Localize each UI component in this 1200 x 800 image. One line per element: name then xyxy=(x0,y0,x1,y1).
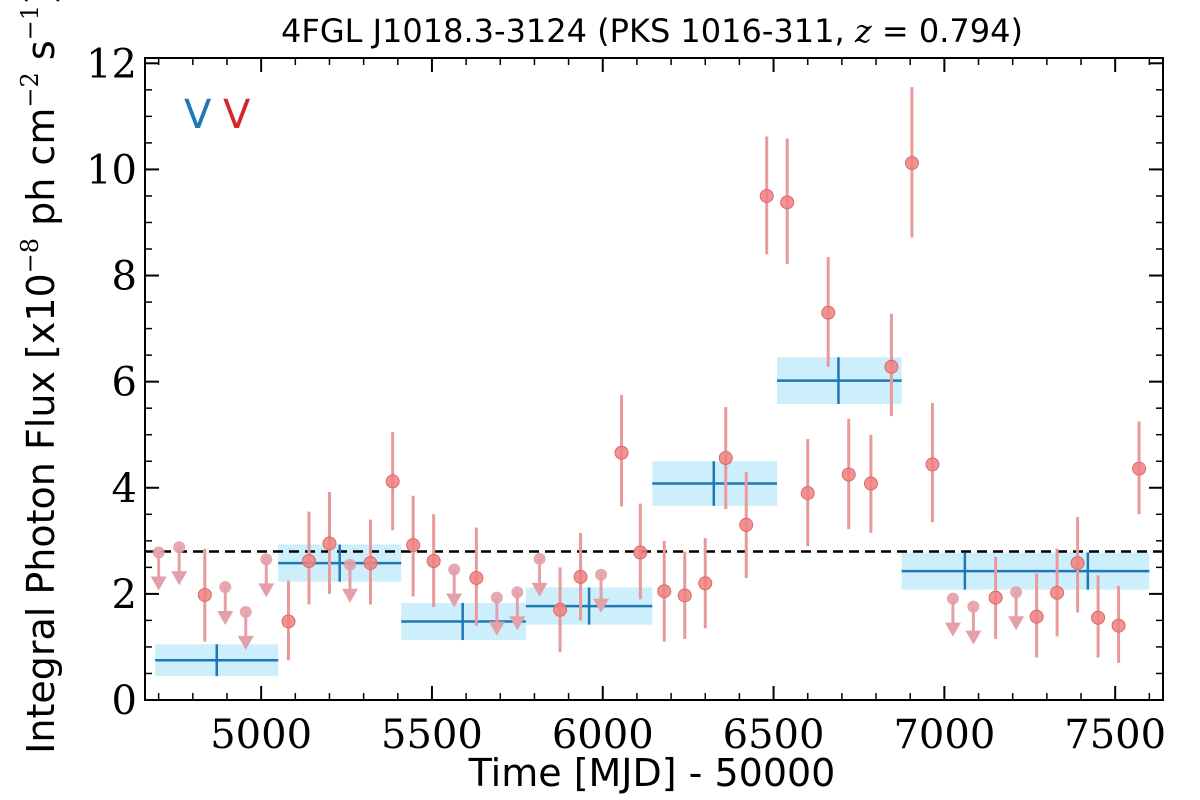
upper-limit-arrow xyxy=(965,630,982,645)
detection-point xyxy=(1029,609,1044,624)
upper-limit-arrow xyxy=(593,598,610,613)
y-tick-label: 2 xyxy=(112,572,137,618)
title-part-1: 4FGL J1018.3-3124 (PKS 1016-311, xyxy=(281,12,855,50)
detection-point xyxy=(301,553,316,568)
title-part-2: z xyxy=(854,12,873,50)
detection-point xyxy=(657,584,672,599)
detection-point xyxy=(718,451,733,466)
x-tick-label: 6500 xyxy=(723,712,825,758)
y-tick-label: 0 xyxy=(112,678,137,724)
detection-point xyxy=(614,445,629,460)
detection-point xyxy=(1132,461,1147,476)
bayesian-blocks-layer xyxy=(155,357,1150,677)
y-tick-label: 12 xyxy=(86,41,137,87)
x-tick-label: 7000 xyxy=(893,712,995,758)
ylabel-part-4: ] xyxy=(19,0,63,5)
detection-point xyxy=(363,556,378,571)
x-tick-label: 5500 xyxy=(381,712,483,758)
plot-frame xyxy=(144,57,1164,701)
detection-point xyxy=(1091,610,1106,625)
upper-limit-arrow xyxy=(171,571,188,586)
upper-limit-arrow xyxy=(1008,616,1025,631)
y-tick-label: 6 xyxy=(112,360,137,406)
detection-point xyxy=(904,156,919,171)
y-tick-label: 4 xyxy=(112,466,137,512)
ylabel-part-2: ph cm xyxy=(19,108,63,238)
detection-point xyxy=(884,359,899,374)
detection-point xyxy=(385,474,400,489)
upper-limit-arrow xyxy=(258,583,275,598)
y-axis-title: Integral Photon Flux [x10−8 ph cm−2 s−1] xyxy=(16,0,63,754)
detection-point xyxy=(281,614,296,629)
axis-ticks-layer xyxy=(145,58,1163,701)
detections-layer xyxy=(197,87,1147,663)
upper-limit-arrow xyxy=(531,582,548,597)
upper-limit-arrow xyxy=(150,576,167,591)
detection-point xyxy=(426,553,441,568)
detection-point xyxy=(553,602,568,617)
detection-point xyxy=(698,576,713,591)
ylabel-exp-2: −2 xyxy=(16,72,44,107)
detection-point xyxy=(739,517,754,532)
detection-point xyxy=(925,457,940,472)
detection-point xyxy=(759,188,774,203)
detection-point xyxy=(1070,556,1085,571)
ylabel-part-1: Integral Photon Flux [x10 xyxy=(19,273,63,754)
detection-point xyxy=(469,570,484,585)
detection-point xyxy=(780,195,795,210)
detection-point xyxy=(988,590,1003,605)
detection-point xyxy=(406,538,421,553)
detection-point xyxy=(633,545,648,560)
y-tick-label: 10 xyxy=(86,147,137,193)
chart-title: 4FGL J1018.3-3124 (PKS 1016-311, z = 0.7… xyxy=(281,12,1023,50)
x-tick-label: 5000 xyxy=(210,712,312,758)
detection-point xyxy=(1050,585,1065,600)
x-axis-title: Time [MJD] - 50000 xyxy=(468,751,836,795)
upper-limit-arrow xyxy=(509,616,526,631)
upper-limit-arrow xyxy=(237,635,254,650)
detection-point xyxy=(197,587,212,602)
y-tick-label: 8 xyxy=(112,254,137,300)
x-tick-label: 6000 xyxy=(552,712,654,758)
title-part-3: = 0.794) xyxy=(872,12,1023,50)
detection-point xyxy=(1111,618,1126,633)
detection-point xyxy=(841,467,856,482)
detection-point xyxy=(863,476,878,491)
detection-point xyxy=(821,305,836,320)
upper-limit-arrow xyxy=(488,621,505,636)
upper-limit-arrow xyxy=(446,593,463,608)
variability-label-blocks: V xyxy=(184,92,212,138)
upper-limit-arrow xyxy=(341,588,358,603)
upper-limit-arrow xyxy=(944,622,961,637)
ylabel-part-3: s xyxy=(19,40,63,72)
detection-point xyxy=(322,536,337,551)
upper-limits-layer xyxy=(150,541,1025,650)
x-tick-label: 7500 xyxy=(1064,712,1166,758)
detection-point xyxy=(677,588,692,603)
detection-point xyxy=(800,486,815,501)
ylabel-exp-3: −1 xyxy=(16,5,44,40)
detection-point xyxy=(573,569,588,584)
variability-label-points: V xyxy=(223,92,251,138)
ylabel-exp-1: −8 xyxy=(16,238,44,273)
tick-labels-layer: 5000 5500 6000 6500 7000 7500 0 2 4 6 8 10 12 xyxy=(86,41,1166,758)
upper-limit-arrow xyxy=(217,610,234,625)
